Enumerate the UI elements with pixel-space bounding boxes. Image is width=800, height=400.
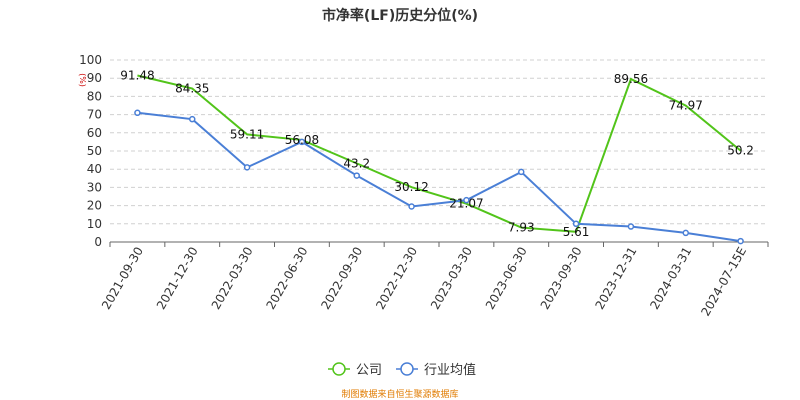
data-label: 30.12 bbox=[394, 180, 428, 194]
source-note: 制图数据来自恒生聚源数据库 bbox=[341, 388, 458, 400]
x-tick-label: 2023-03-30 bbox=[428, 244, 475, 311]
legend-item-company[interactable]: 公司 bbox=[328, 362, 382, 378]
data-label: 7.93 bbox=[508, 221, 535, 235]
data-point[interactable] bbox=[134, 109, 141, 117]
x-tick-label: 2022-09-30 bbox=[318, 245, 365, 312]
x-tick-label: 2022-12-30 bbox=[373, 245, 420, 312]
data-point[interactable] bbox=[298, 138, 306, 146]
y-tick-label: 50 bbox=[87, 144, 102, 158]
data-point[interactable] bbox=[682, 229, 689, 237]
data-label: 43.2 bbox=[343, 156, 370, 170]
data-label: 5.61 bbox=[563, 225, 590, 239]
data-point[interactable] bbox=[243, 164, 251, 171]
data-label: 56.08 bbox=[285, 133, 319, 147]
legend-label-industry: 行业均值 bbox=[424, 362, 476, 378]
x-tick-label: 2021-12-30 bbox=[154, 245, 201, 312]
data-point[interactable] bbox=[463, 196, 470, 204]
data-label: 59.11 bbox=[230, 127, 264, 141]
legend-label-company: 公司 bbox=[356, 363, 382, 378]
y-tick-label: 40 bbox=[87, 162, 102, 176]
data-label: 74.97 bbox=[669, 99, 703, 113]
legend: 公司 行业均值 bbox=[328, 362, 476, 378]
x-tick-label: 2024-03-31 bbox=[647, 245, 694, 312]
y-tick-label: 100 bbox=[79, 53, 102, 67]
legend-marker-company bbox=[332, 362, 346, 376]
data-point[interactable] bbox=[518, 168, 525, 176]
grid-lines bbox=[110, 59, 768, 225]
data-label: 50.2 bbox=[727, 144, 754, 158]
data-point[interactable] bbox=[408, 203, 415, 210]
y-unit-label: (%) bbox=[78, 73, 87, 87]
y-tick-label: 70 bbox=[87, 108, 102, 122]
x-tick-label: 2023-06-30 bbox=[483, 245, 530, 312]
data-point[interactable] bbox=[572, 220, 580, 228]
data-point[interactable] bbox=[189, 115, 196, 123]
data-label: 91.48 bbox=[120, 69, 154, 83]
x-tick-label: 2023-09-30 bbox=[538, 245, 585, 312]
y-tick-label: 0 bbox=[94, 235, 102, 249]
series-layer bbox=[134, 74, 744, 245]
series-line-0 bbox=[137, 74, 742, 233]
data-point[interactable] bbox=[737, 237, 744, 245]
x-tick-label: 2024-07-15E bbox=[698, 245, 749, 319]
data-labels: 91.48 84.35 59.11 56.08 43.2 30.12 21.07 7.93 5.… bbox=[120, 69, 754, 239]
x-tick-label: 2022-03-30 bbox=[209, 244, 256, 311]
data-label: 21.07 bbox=[449, 197, 483, 211]
legend-item-industry[interactable]: 行业均值 bbox=[396, 362, 476, 378]
data-label: 89.56 bbox=[614, 72, 648, 86]
y-tick-label: 20 bbox=[87, 199, 102, 213]
x-tick-label: 2023-12-31 bbox=[593, 245, 640, 312]
x-tick-label: 2021-09-30 bbox=[99, 245, 146, 312]
data-point[interactable] bbox=[353, 172, 360, 179]
y-tick-label: 90 bbox=[87, 71, 102, 85]
data-point[interactable] bbox=[627, 223, 635, 230]
data-label: 84.35 bbox=[175, 81, 209, 95]
y-tick-label: 60 bbox=[87, 126, 102, 140]
x-tick-label: 2022-06-30 bbox=[264, 245, 311, 312]
legend-marker-industry bbox=[400, 362, 414, 376]
y-tick-label: 30 bbox=[87, 180, 102, 194]
y-tick-label: 80 bbox=[87, 89, 102, 103]
y-tick-label: 10 bbox=[87, 217, 102, 231]
series-line-1 bbox=[137, 111, 741, 243]
chart-title: 市净率(LF)历史分位(%) bbox=[322, 7, 478, 24]
